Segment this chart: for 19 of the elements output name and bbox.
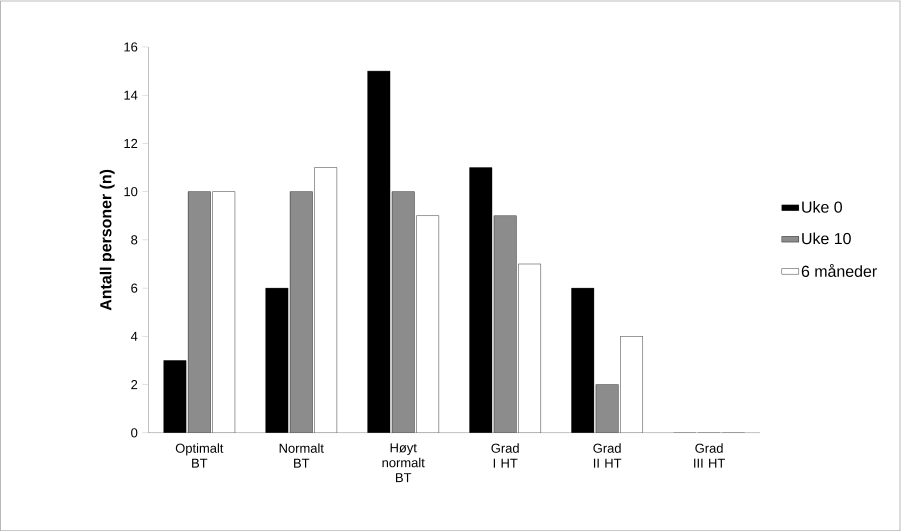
y-axis-title: Antall personer (n) [100, 170, 115, 310]
y-tick-label: 0 [131, 428, 138, 438]
y-tick-label: 16 [124, 42, 138, 52]
x-tick-label: Grad II HT [593, 443, 622, 468]
legend-label: 6 måneder [802, 264, 877, 277]
x-tick-label: Optimalt BT [176, 443, 224, 468]
y-tick-label: 2 [131, 380, 138, 390]
y-tick-label: 8 [131, 235, 138, 244]
x-tick-label: Normalt BT [280, 443, 324, 468]
x-tick-label: Grad III HT [694, 443, 725, 468]
legend-label: Uke 0 [802, 200, 842, 213]
x-tick-label: Høyt normalt BT [382, 443, 425, 482]
y-tick-label: 4 [130, 332, 138, 341]
legend-label: Uke 10 [802, 232, 851, 244]
y-tick-label: 6 [131, 283, 138, 293]
y-tick-label: 10 [124, 186, 138, 196]
x-tick-label: Grad I HT [491, 443, 519, 468]
y-tick-label: 12 [124, 138, 138, 148]
y-tick-label: 14 [124, 90, 138, 100]
